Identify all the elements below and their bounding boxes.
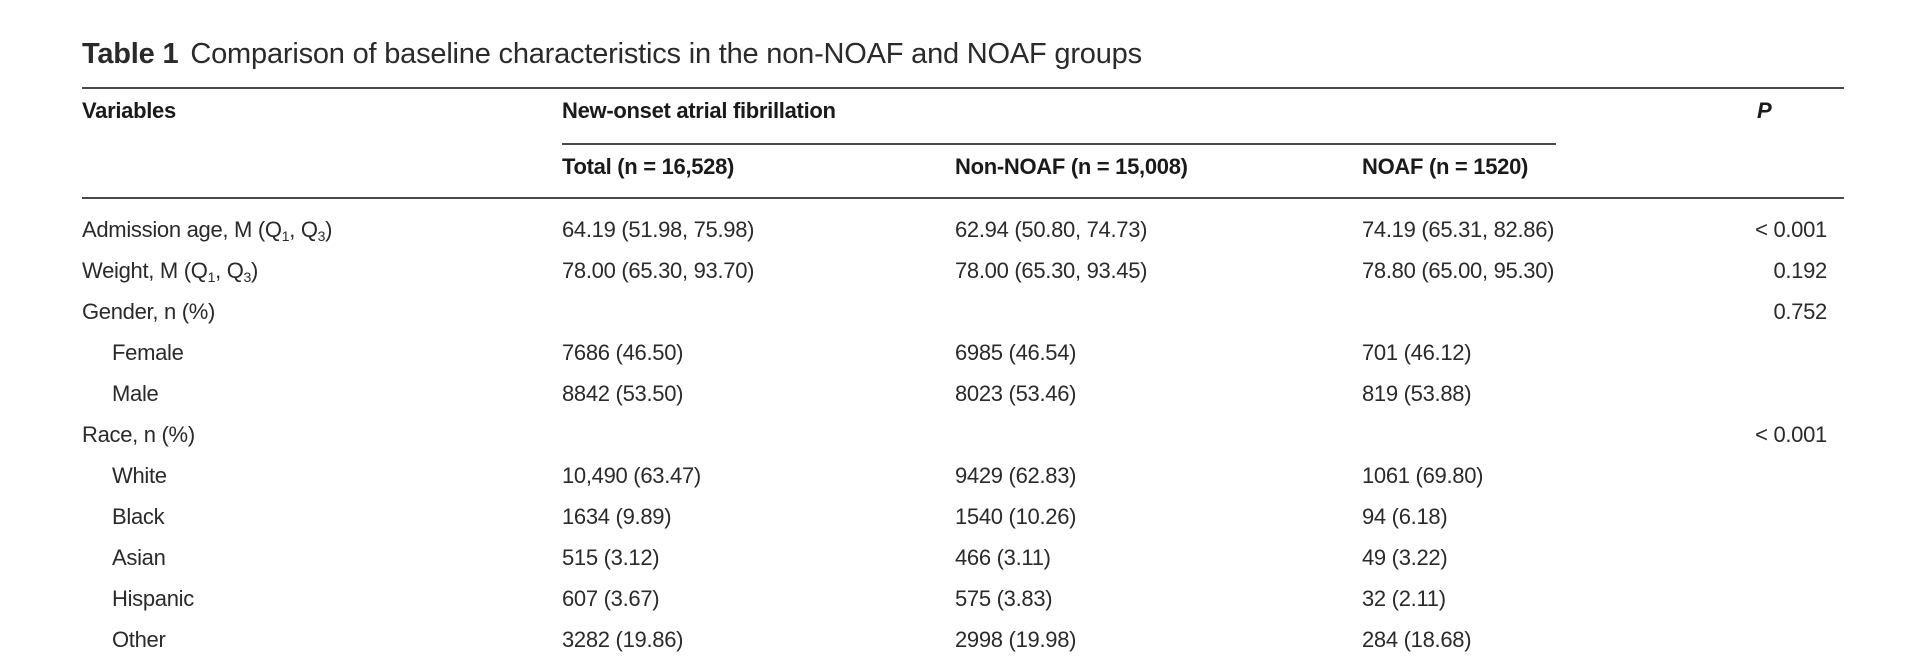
cell-non-noaf: 9429 (62.83) xyxy=(955,463,1077,488)
cell-p-value: 0.752 xyxy=(1773,299,1827,324)
cell-non-noaf: 6985 (46.54) xyxy=(955,340,1077,365)
cell-noaf: 1061 (69.80) xyxy=(1362,463,1484,488)
cell-non-noaf: 78.00 (65.30, 93.45) xyxy=(955,258,1148,283)
header-non-noaf: Non-NOAF (n = 15,008) xyxy=(955,154,1188,179)
row-label: Race, n (%) xyxy=(82,422,195,447)
row-label: Other xyxy=(112,627,166,652)
row-label: Female xyxy=(112,340,184,365)
cell-total: 3282 (19.86) xyxy=(562,627,684,652)
row-label: Weight, M (Q1, Q3) xyxy=(82,256,258,286)
row-label-part: ) xyxy=(325,217,333,242)
cell-total: 515 (3.12) xyxy=(562,545,660,570)
cell-non-noaf: 2998 (19.98) xyxy=(955,627,1077,652)
top-rule xyxy=(82,87,1844,89)
row-label: Admission age, M (Q1, Q3) xyxy=(82,215,332,245)
row-label: Black xyxy=(112,504,165,529)
row-label-part: Admission age, M (Q xyxy=(82,217,282,242)
cell-total: 78.00 (65.30, 93.70) xyxy=(562,258,755,283)
cell-noaf: 94 (6.18) xyxy=(1362,504,1448,529)
row-label-part: , Q xyxy=(289,217,318,242)
row-label: Male xyxy=(112,381,159,406)
cell-noaf: 284 (18.68) xyxy=(1362,627,1472,652)
cell-non-noaf: 575 (3.83) xyxy=(955,586,1053,611)
cell-total: 607 (3.67) xyxy=(562,586,660,611)
cell-non-noaf: 62.94 (50.80, 74.73) xyxy=(955,217,1148,242)
cell-noaf: 701 (46.12) xyxy=(1362,340,1472,365)
header-total: Total (n = 16,528) xyxy=(562,154,735,179)
table-caption-label: Table 1 xyxy=(82,38,179,70)
group-rule xyxy=(562,143,1556,145)
header-p: P xyxy=(1757,98,1772,123)
cell-p-value: < 0.001 xyxy=(1755,422,1827,447)
cell-noaf: 32 (2.11) xyxy=(1362,586,1446,611)
row-label: Asian xyxy=(112,545,166,570)
row-label: Gender, n (%) xyxy=(82,299,216,324)
cell-non-noaf: 466 (3.11) xyxy=(955,545,1051,570)
cell-noaf: 78.80 (65.00, 95.30) xyxy=(1362,258,1555,283)
cell-total: 64.19 (51.98, 75.98) xyxy=(562,217,755,242)
row-label-part: Weight, M (Q xyxy=(82,258,208,283)
cell-noaf: 819 (53.88) xyxy=(1362,381,1472,406)
table-document: Table 1 Comparison of baseline characteri… xyxy=(82,30,1844,78)
row-label-part: 3 xyxy=(317,228,326,244)
cell-non-noaf: 1540 (10.26) xyxy=(955,504,1077,529)
header-noaf: NOAF (n = 1520) xyxy=(1362,154,1529,179)
row-label-part: , Q xyxy=(215,258,244,283)
cell-total: 10,490 (63.47) xyxy=(562,463,701,488)
header-group: New-onset atrial fibrillation xyxy=(562,98,836,123)
row-label: White xyxy=(112,463,167,488)
table-caption-text: Comparison of baseline characteristics i… xyxy=(190,38,1142,70)
cell-total: 1634 (9.89) xyxy=(562,504,672,529)
row-label-part: 1 xyxy=(281,228,290,244)
header-bottom-rule xyxy=(82,197,1844,199)
header-variables: Variables xyxy=(82,98,176,123)
cell-noaf: 49 (3.22) xyxy=(1362,545,1448,570)
cell-total: 7686 (46.50) xyxy=(562,340,684,365)
cell-noaf: 74.19 (65.31, 82.86) xyxy=(1362,217,1555,242)
table-caption: Table 1 Comparison of baseline characteri… xyxy=(82,30,1844,78)
row-label-part: 3 xyxy=(243,269,252,285)
cell-total: 8842 (53.50) xyxy=(562,381,684,406)
cell-p-value: < 0.001 xyxy=(1755,217,1827,242)
row-label: Hispanic xyxy=(112,586,194,611)
row-label-part: 1 xyxy=(207,269,216,285)
cell-p-value: 0.192 xyxy=(1773,258,1827,283)
cell-non-noaf: 8023 (53.46) xyxy=(955,381,1077,406)
row-label-part: ) xyxy=(251,258,259,283)
